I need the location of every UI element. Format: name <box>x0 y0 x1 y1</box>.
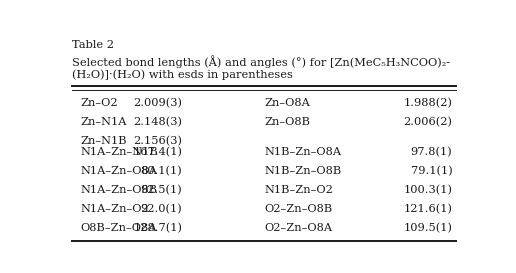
Text: 92.0(1): 92.0(1) <box>141 204 183 214</box>
Text: 1.988(2): 1.988(2) <box>404 98 453 108</box>
Text: N1A–Zn–O8A: N1A–Zn–O8A <box>80 166 157 176</box>
Text: N1A–Zn–O2: N1A–Zn–O2 <box>80 204 149 214</box>
Text: 2.156(3): 2.156(3) <box>134 136 183 146</box>
Text: (H₂O)]·(H₂O) with esds in parentheses: (H₂O)]·(H₂O) with esds in parentheses <box>72 70 294 80</box>
Text: Zn–O2: Zn–O2 <box>80 98 118 108</box>
Text: 79.1(1): 79.1(1) <box>411 166 453 177</box>
Text: O8B–Zn–O8A: O8B–Zn–O8A <box>80 223 157 233</box>
Text: 121.6(1): 121.6(1) <box>404 204 453 214</box>
Text: O2–Zn–O8B: O2–Zn–O8B <box>265 204 333 214</box>
Text: Zn–O8A: Zn–O8A <box>265 98 310 108</box>
Text: O2–Zn–O8A: O2–Zn–O8A <box>265 223 333 233</box>
Text: 80.1(1): 80.1(1) <box>141 166 183 177</box>
Text: 100.3(1): 100.3(1) <box>404 185 453 195</box>
Text: 2.148(3): 2.148(3) <box>134 117 183 127</box>
Text: N1B–Zn–O8B: N1B–Zn–O8B <box>265 166 342 176</box>
Text: Table 2: Table 2 <box>72 40 115 50</box>
Text: N1A–Zn–O8B: N1A–Zn–O8B <box>80 185 157 195</box>
Text: N1B–Zn–O2: N1B–Zn–O2 <box>265 185 333 195</box>
Text: 128.7(1): 128.7(1) <box>134 223 183 233</box>
Text: Zn–N1B: Zn–N1B <box>80 136 127 146</box>
Text: N1A–Zn–N1B: N1A–Zn–N1B <box>80 147 158 157</box>
Text: 167.4(1): 167.4(1) <box>134 147 183 158</box>
Text: Selected bond lengths (Å) and angles (°) for [Zn(MeC₅H₃NCOO)₂-: Selected bond lengths (Å) and angles (°)… <box>72 55 450 68</box>
Text: 97.8(1): 97.8(1) <box>411 147 453 158</box>
Text: N1B–Zn–O8A: N1B–Zn–O8A <box>265 147 342 157</box>
Text: 92.5(1): 92.5(1) <box>141 185 183 195</box>
Text: 109.5(1): 109.5(1) <box>404 223 453 233</box>
Text: Zn–O8B: Zn–O8B <box>265 117 311 127</box>
Text: 2.006(2): 2.006(2) <box>404 117 453 127</box>
Text: 2.009(3): 2.009(3) <box>134 98 183 108</box>
Text: Zn–N1A: Zn–N1A <box>80 117 127 127</box>
